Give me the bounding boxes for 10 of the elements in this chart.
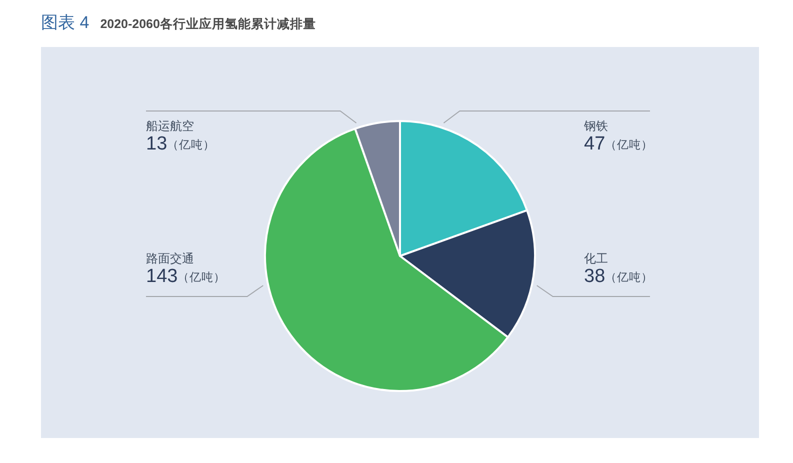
data-label: 143（亿吨） bbox=[146, 266, 226, 287]
data-label: 47（亿吨） bbox=[584, 134, 654, 154]
slice-label: 化工 bbox=[584, 252, 608, 266]
data-label: 38（亿吨） bbox=[584, 266, 654, 287]
chart-title: 图表 4 bbox=[41, 13, 90, 32]
slice-label: 路面交通 bbox=[146, 252, 194, 266]
chart-subtitle: 2020-2060各行业应用氢能累计减排量 bbox=[100, 17, 316, 31]
slice-label: 船运航空 bbox=[146, 119, 194, 133]
data-label: 13（亿吨） bbox=[146, 134, 216, 154]
slice-label: 钢铁 bbox=[583, 119, 608, 133]
